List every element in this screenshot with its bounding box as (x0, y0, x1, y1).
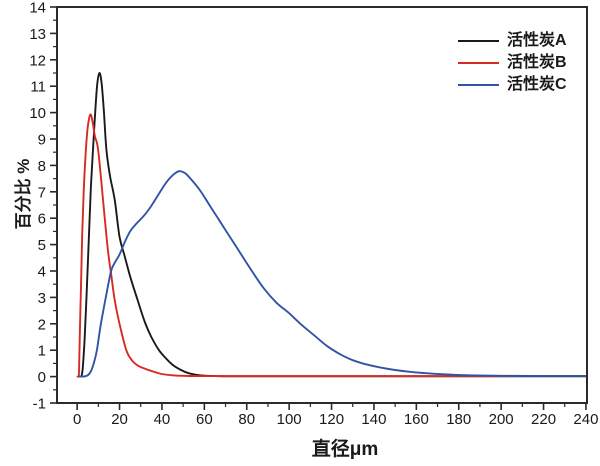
legend-label-c: 活性炭C (507, 76, 567, 93)
legend-line-c-icon (458, 84, 499, 86)
y-tick-label-9: 9 (38, 132, 46, 149)
y-tick-label-11: 11 (30, 79, 46, 96)
y-tick-label-10: 10 (29, 105, 46, 122)
y-tick-label-2: 2 (38, 316, 46, 333)
x-tick-label-40: 40 (154, 411, 171, 428)
x-tick-label-160: 160 (404, 411, 429, 428)
curve-b (76, 113, 587, 378)
x-tick-label-120: 120 (319, 411, 344, 428)
y-tick-label--1: -1 (33, 396, 46, 413)
curve-c (78, 170, 587, 378)
y-tick-label-12: 12 (29, 52, 46, 69)
plot-border (56, 6, 588, 404)
x-tick-label-240: 240 (573, 411, 598, 428)
x-tick-label-20: 20 (111, 411, 128, 428)
legend-label-b: 活性炭B (507, 54, 567, 71)
y-tick-label-8: 8 (38, 158, 46, 175)
y-tick-label-1: 1 (38, 343, 46, 360)
y-tick-label-14: 14 (29, 0, 46, 17)
legend-item-a: 活性炭A (458, 30, 567, 52)
y-tick-label-0: 0 (38, 369, 46, 386)
legend-item-b: 活性炭B (458, 52, 567, 74)
x-tick-label-80: 80 (238, 411, 255, 428)
x-tick-label-100: 100 (277, 411, 302, 428)
legend-label-a: 活性炭A (507, 32, 567, 49)
x-axis-title: 直径μm (311, 439, 379, 460)
x-tick-label-0: 0 (73, 411, 81, 428)
x-tick-label-200: 200 (489, 411, 514, 428)
y-tick-label-3: 3 (38, 290, 46, 307)
y-axis-title: 百分比 % (14, 158, 33, 230)
curve-a (80, 72, 587, 378)
y-tick-label-7: 7 (38, 184, 46, 201)
x-tick-label-60: 60 (196, 411, 213, 428)
x-tick-label-220: 220 (531, 411, 556, 428)
x-tick-label-180: 180 (446, 411, 471, 428)
y-tick-label-13: 13 (29, 26, 46, 43)
legend-line-a-icon (458, 40, 499, 42)
y-tick-label-5: 5 (38, 237, 46, 254)
y-tick-label-6: 6 (38, 211, 46, 228)
legend-line-b-icon (458, 62, 499, 64)
y-tick-label-4: 4 (38, 264, 46, 281)
x-tick-label-140: 140 (361, 411, 386, 428)
legend-item-c: 活性炭C (458, 74, 567, 96)
legend: 活性炭A 活性炭B 活性炭C (458, 30, 567, 96)
